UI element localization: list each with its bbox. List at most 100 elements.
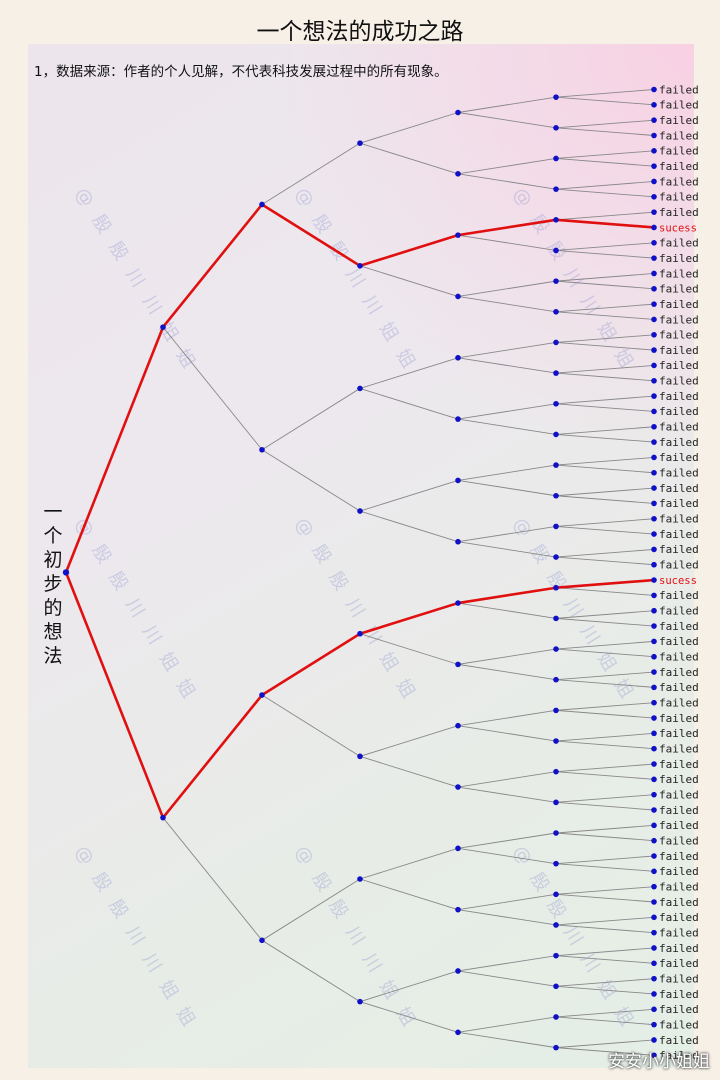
tree-edge [457,970,557,987]
success-path-edge [161,203,264,328]
leaf-node [651,408,657,415]
tree-edge [457,296,557,313]
tree-edge [457,280,557,297]
tree-edge [555,1039,655,1049]
leaf-label-failed: failed [659,957,699,970]
tree-edge [457,663,557,681]
tree-edge [555,403,655,412]
tree-edge [555,242,655,251]
tree-node [259,201,265,208]
tree-edge [261,388,361,451]
leaf-node [651,883,657,890]
leaf-label-failed: failed [659,896,699,909]
tree-edge [555,886,655,895]
leaf-label-failed: failed [659,865,699,878]
tree-node [455,722,461,729]
tree-node [357,753,363,760]
tree-edge [555,617,655,627]
leaf-label-failed: failed [659,482,699,495]
tree-edge [555,518,655,527]
leaf-node [651,86,657,93]
leaf-node [651,561,657,568]
tree-node [553,646,559,652]
leaf-node [651,500,657,507]
tree-node [553,983,559,990]
tree-node [553,523,559,530]
tree-edge [162,326,263,451]
tree-edge [555,89,655,98]
leaf-label-failed: failed [659,467,699,480]
leaf-label-failed: failed [659,911,699,924]
tree-node [553,462,559,468]
leaf-label-failed: failed [659,145,699,158]
tree-edge [457,112,557,129]
leaf-label-failed: failed [659,359,699,372]
tree-node [553,707,559,714]
tree-node [553,186,559,192]
tree-node [455,293,461,300]
tree-edge [555,548,655,558]
leaf-label-failed: failed [659,543,699,556]
tree-edge [555,456,655,466]
leaf-label-failed: failed [659,83,699,96]
leaf-label-failed: failed [659,819,699,832]
tree-edge [555,119,655,129]
tree-edge [555,671,655,681]
leaf-label-failed: failed [659,344,699,357]
tree-node [357,262,363,269]
tree-edge [555,311,655,320]
tree-node [455,661,461,668]
tree-edge [359,112,459,144]
leaf-label-failed: failed [659,513,699,526]
leaf-label-failed: failed [659,451,699,464]
tree-edge [555,763,655,773]
leaf-label-failed: failed [659,1049,699,1062]
leaf-node [651,1021,657,1028]
leaf-label-failed: failed [659,681,699,694]
leaf-node [651,531,657,537]
tree-edge [555,303,655,313]
tree-edge [261,939,361,1003]
tree-edge [457,771,557,788]
leaf-node [651,132,657,139]
leaf-node [651,699,657,706]
leaf-node [651,194,657,200]
leaf-label-failed: failed [659,329,699,342]
leaf-node [651,515,657,522]
leaf-label-failed: failed [659,620,699,633]
leaf-label-failed: failed [659,712,699,725]
leaf-label-failed: failed [659,497,699,510]
leaf-label-failed: failed [659,666,699,679]
tree-node [259,692,265,698]
tree-edge [555,280,655,290]
tree-edge [555,832,655,842]
tree-edge [555,181,655,190]
tree-node [455,171,461,177]
leaf-node [651,853,657,859]
leaf-label-failed: failed [659,559,699,572]
tree-edge [457,418,557,435]
tree-edge [555,127,655,136]
tree-node [553,125,559,131]
tree-edge [457,832,557,849]
leaf-node [651,745,657,752]
leaf-node [651,822,657,829]
tree-node [553,431,559,438]
tree-edge [261,449,361,512]
leaf-node [651,331,657,338]
leaf-node [651,485,657,491]
tree-edge [555,978,655,987]
leaf-label-failed: failed [659,880,699,893]
leaf-label-failed: failed [659,405,699,418]
tree-node [455,538,461,545]
leaf-label-failed: failed [659,160,699,173]
tree-edge [555,158,655,167]
tree-edge [555,525,655,535]
tree-edge [555,709,655,719]
leaf-label-failed: failed [659,375,699,388]
leaf-label-failed: failed [659,834,699,847]
tree-node [553,1044,559,1051]
tree-node [553,615,559,622]
tree-edge [457,464,557,481]
